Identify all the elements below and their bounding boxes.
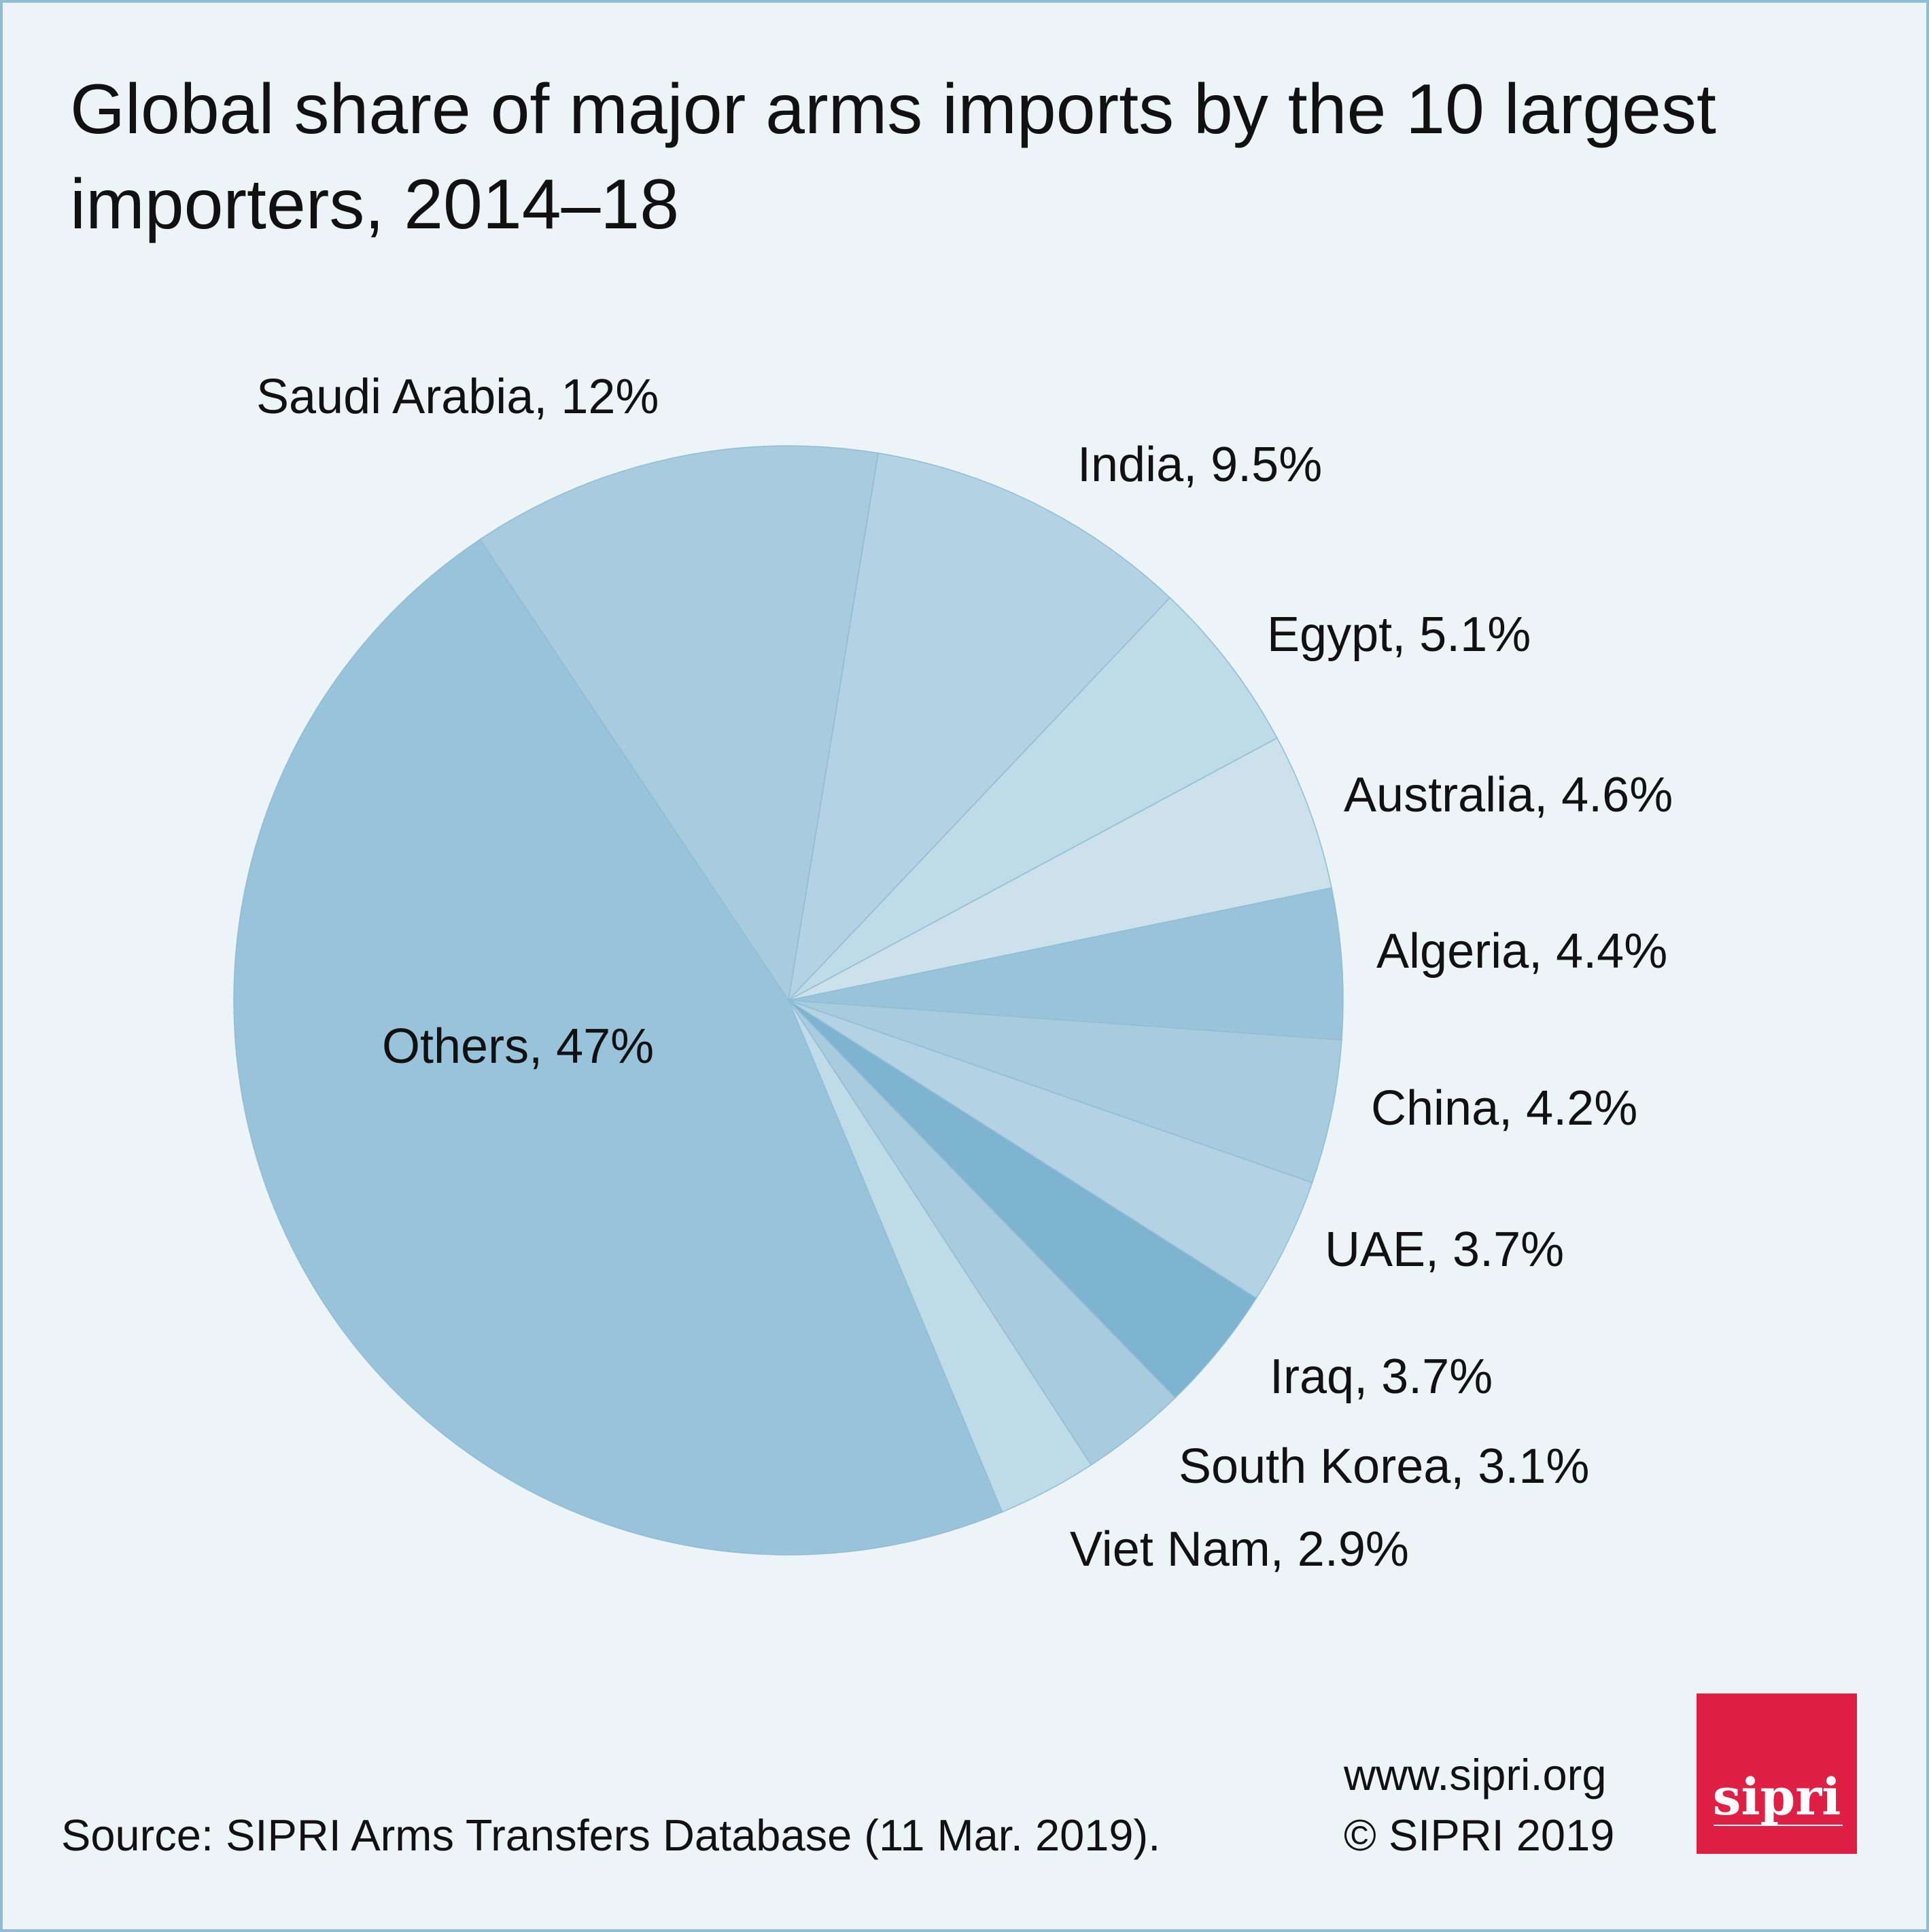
- chart-title-line-1: Global share of major arms imports by th…: [70, 70, 1716, 149]
- slice-algeria: [788, 887, 1344, 1041]
- data-label-uae: UAE, 3.7%: [1325, 1223, 1564, 1277]
- data-label-india: India, 9.5%: [1077, 438, 1322, 492]
- slice-saudi-arabia: [479, 445, 879, 1002]
- pie-slices: [233, 445, 1344, 1556]
- data-label-algeria: Algeria, 4.4%: [1376, 924, 1667, 979]
- copyright: © SIPRI 2019: [1344, 1810, 1614, 1860]
- data-label-viet-nam: Viet Nam, 2.9%: [1070, 1522, 1409, 1577]
- data-label-iraq: Iraq, 3.7%: [1270, 1350, 1493, 1404]
- data-label-others: Others, 47%: [382, 1019, 654, 1074]
- website: www.sipri.org: [1343, 1750, 1606, 1799]
- slice-china: [788, 1000, 1342, 1184]
- data-label-egypt: Egypt, 5.1%: [1267, 608, 1531, 662]
- svg-text:sipri: sipri: [1713, 1768, 1841, 1827]
- pie-labels: Saudi Arabia, 12% India, 9.5% Egypt, 5.1% A…: [256, 370, 1673, 1577]
- source-note: Source: SIPRI Arms Transfers Database (1…: [61, 1810, 1160, 1860]
- slice-australia: [788, 737, 1332, 1001]
- data-label-china: China, 4.2%: [1371, 1081, 1637, 1136]
- slice-egypt: [788, 597, 1278, 1001]
- slice-india: [787, 452, 1171, 1002]
- chart-title-line-2: importers, 2014–18: [70, 165, 679, 244]
- sipri-logo: sipri: [1697, 1693, 1857, 1854]
- data-label-saudi-arabia: Saudi Arabia, 12%: [256, 370, 659, 424]
- slice-others: [233, 538, 1003, 1556]
- data-label-south-korea: South Korea, 3.1%: [1179, 1439, 1589, 1494]
- data-label-australia: Australia, 4.6%: [1344, 768, 1673, 822]
